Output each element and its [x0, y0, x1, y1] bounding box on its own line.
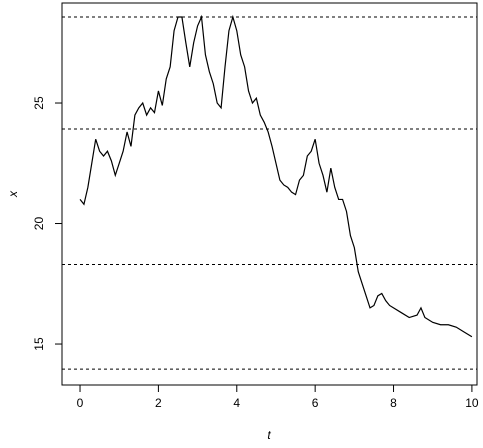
x-tick-label: 2: [155, 396, 162, 410]
x-tick-label: 4: [233, 396, 240, 410]
y-tick-label: 25: [32, 96, 46, 110]
y-tick-label: 15: [32, 337, 46, 351]
x-tick-label: 10: [465, 396, 479, 410]
plot-box: [61, 2, 478, 386]
y-axis-label: x: [6, 190, 20, 198]
x-tick-label: 0: [77, 396, 84, 410]
x-tick-label: 8: [390, 396, 397, 410]
data-line: [79, 14, 473, 338]
x-axis-label: t: [267, 428, 271, 442]
x-tick-label: 6: [312, 396, 319, 410]
y-tick-label: 20: [32, 217, 46, 231]
